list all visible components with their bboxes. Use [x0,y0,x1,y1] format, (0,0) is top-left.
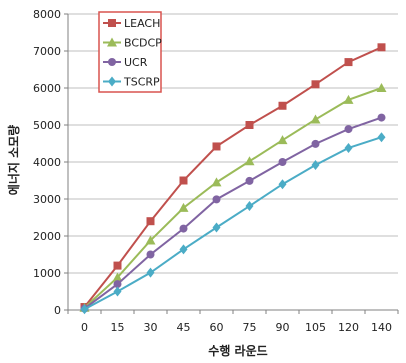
x-tick-label: 60 [210,321,224,334]
series-line-leach [83,46,382,308]
series-line-bcdcp [83,87,382,309]
data-point-ucr [278,158,287,166]
data-point-leach [212,142,221,151]
series-line-ucr [83,116,382,310]
legend-marker [107,37,117,47]
x-tick-label: 120 [338,321,359,334]
data-point-leach [245,121,254,129]
data-point-leach [146,217,155,226]
series-bcdcp [79,83,387,312]
data-point-ucr [113,280,122,289]
data-point-tscrp [146,267,155,278]
legend-item-leach: LEACH [103,17,160,30]
data-point-bcdcp [145,235,156,245]
data-point-bcdcp [343,94,354,104]
legend-marker [108,76,116,87]
x-tick-label: 90 [276,321,290,334]
legend-item-bcdcp: BCDCP [103,37,162,50]
y-tick-label: 4000 [33,156,61,169]
x-tick-label: 15 [111,321,125,334]
y-tick-label: 2000 [33,230,61,243]
legend-label: TSCRP [123,76,160,89]
x-tick-label: 30 [144,321,158,334]
data-point-leach [344,58,353,67]
legend-item-ucr: UCR [103,56,148,69]
series-line-tscrp [84,136,382,311]
data-point-bcdcp [277,135,288,145]
y-tick-label: 0 [54,304,61,317]
plot-series [79,43,387,315]
data-point-ucr [212,195,221,204]
data-point-tscrp [311,159,320,170]
data-point-bcdcp [310,114,321,124]
x-tick-label: 105 [305,321,326,334]
y-axis: 0 1000 2000 3000 4000 5000 6000 7000 8000 [33,8,69,317]
legend-label: LEACH [124,17,160,30]
data-point-tscrp [377,132,386,143]
data-point-ucr [146,250,155,259]
data-point-ucr [344,125,353,134]
data-point-tscrp [113,286,122,297]
y-tick-label: 5000 [33,119,61,132]
legend-label: UCR [124,56,148,69]
data-point-tscrp [212,222,221,233]
data-point-leach [113,261,122,270]
data-point-bcdcp [376,83,387,92]
data-point-bcdcp [244,156,255,166]
x-axis: 0 15 30 45 60 75 90 105 120 140 [67,309,399,334]
data-point-bcdcp [112,272,123,282]
y-tick-label: 6000 [33,82,61,95]
data-point-bcdcp [178,202,189,212]
data-point-tscrp [179,244,188,255]
data-point-tscrp [245,201,254,212]
y-tick-label: 1000 [33,267,61,280]
y-tick-label: 7000 [33,45,61,58]
x-tick-label: 0 [81,321,88,334]
x-tick-label: 75 [243,321,257,334]
data-point-tscrp [80,304,89,315]
legend-label: BCDCP [124,37,162,50]
data-point-leach [278,101,287,110]
legend: LEACH BCDCP UCR TSCRP [98,11,162,93]
data-point-leach [179,176,188,185]
data-point-ucr [311,139,320,148]
x-tick-label: 45 [177,321,191,334]
legend-marker [108,58,116,66]
y-tick-label: 8000 [33,8,61,21]
data-point-ucr [377,113,386,122]
data-point-tscrp [344,142,353,153]
data-point-bcdcp [211,177,222,187]
y-tick-label: 3000 [33,193,61,206]
legend-item-tscrp: TSCRP [103,76,160,89]
data-point-ucr [179,224,188,233]
series-ucr [80,113,386,313]
series-tscrp [80,132,386,315]
y-axis-title: 에너지 소모량 [6,125,21,195]
data-point-ucr [245,176,254,185]
data-point-leach [377,43,386,52]
data-point-leach [311,80,320,89]
data-point-tscrp [278,179,287,190]
x-tick-label: 140 [371,321,392,334]
legend-marker [108,19,116,27]
x-axis-title: 수행 라운드 [208,343,267,358]
